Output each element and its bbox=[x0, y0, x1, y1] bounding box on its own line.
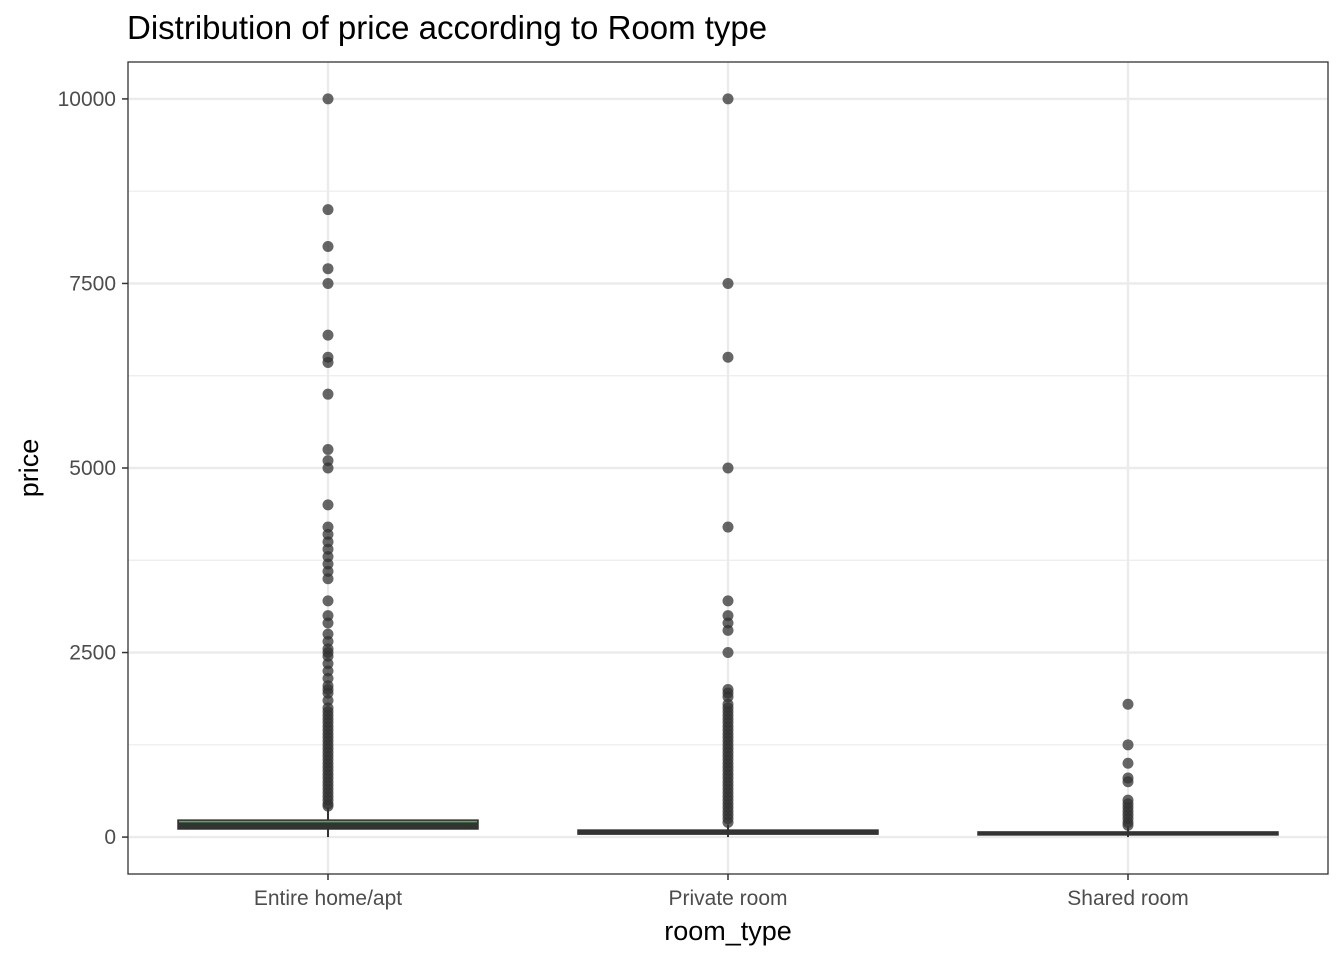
outlier-point bbox=[322, 204, 334, 216]
outlier-point bbox=[322, 499, 334, 511]
y-tick-label: 2500 bbox=[69, 642, 116, 665]
outlier-point bbox=[722, 93, 734, 105]
y-tick-label: 10000 bbox=[58, 88, 116, 111]
outlier-point bbox=[722, 647, 734, 659]
y-tick-label: 7500 bbox=[69, 272, 116, 295]
box bbox=[577, 829, 879, 835]
outlier-point bbox=[322, 462, 334, 474]
outlier-point bbox=[322, 617, 334, 629]
axes: 0 2500 5000 7500 10000 Entire home/apt Private… bbox=[58, 88, 1189, 910]
box-layer bbox=[177, 807, 1279, 838]
outlier-point bbox=[322, 93, 334, 105]
outlier-point bbox=[722, 816, 734, 828]
x-axis-title: room_type bbox=[664, 916, 792, 946]
y-axis-title: price bbox=[14, 439, 44, 498]
outlier-point bbox=[722, 521, 734, 533]
x-tick-label: Entire home/apt bbox=[254, 887, 402, 910]
outlier-point bbox=[322, 595, 334, 607]
chart-title: Distribution of price according to Room … bbox=[127, 9, 767, 46]
outlier-point bbox=[722, 595, 734, 607]
outlier-point bbox=[722, 351, 734, 363]
outlier-point bbox=[1122, 776, 1134, 788]
outlier-point bbox=[322, 241, 334, 253]
y-tick-label: 5000 bbox=[69, 457, 116, 480]
outlier-point bbox=[1122, 739, 1134, 751]
outlier-points bbox=[322, 93, 1134, 831]
outlier-point bbox=[322, 444, 334, 456]
outlier-point bbox=[322, 329, 334, 341]
outlier-point bbox=[1122, 698, 1134, 710]
outlier-point bbox=[322, 263, 334, 275]
outlier-point bbox=[1122, 819, 1134, 831]
box bbox=[977, 831, 1279, 836]
x-tick-label: Private room bbox=[668, 887, 787, 910]
outlier-point bbox=[1122, 757, 1134, 769]
x-tick-label: Shared room bbox=[1067, 887, 1188, 910]
outlier-point bbox=[322, 388, 334, 400]
outlier-point bbox=[322, 573, 334, 585]
outlier-point bbox=[722, 462, 734, 474]
y-tick-label: 0 bbox=[104, 826, 116, 849]
box bbox=[177, 819, 479, 830]
outlier-point bbox=[722, 277, 734, 289]
outlier-point bbox=[322, 800, 334, 812]
outlier-point bbox=[322, 356, 334, 368]
outlier-point bbox=[722, 624, 734, 636]
outlier-point bbox=[322, 277, 334, 289]
